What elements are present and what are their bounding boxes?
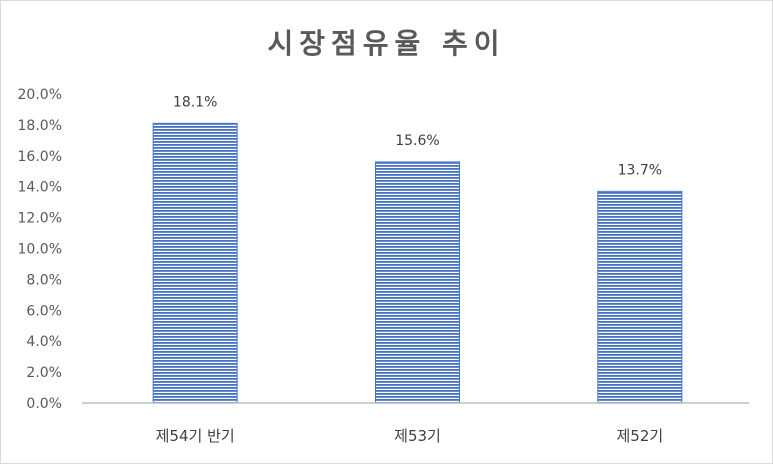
y-tick-label: 12.0% — [18, 211, 62, 227]
bar-value-label: 18.1% — [173, 94, 217, 110]
data-labels: 18.1% 15.6% 13.7% — [173, 94, 662, 178]
category-labels: 제54기 반기 제53기 제52기 — [156, 427, 664, 445]
y-tick-label: 10.0% — [18, 242, 62, 258]
y-tick-label: 14.0% — [18, 180, 62, 196]
y-tick-label: 2.0% — [26, 365, 62, 381]
category-label: 제52기 — [616, 427, 663, 445]
bar-value-label: 13.7% — [618, 162, 662, 178]
y-axis-ticks: 0.0% 2.0% 4.0% 6.0% 8.0% 10.0% 12.0% 14.0% 16.0%… — [18, 87, 62, 412]
y-tick-label: 8.0% — [26, 272, 62, 288]
y-tick-label: 0.0% — [26, 396, 62, 412]
chart-title: 시장점유율 추이 — [267, 27, 506, 60]
bar — [375, 161, 460, 404]
category-label: 제53기 — [394, 427, 441, 445]
y-tick-label: 6.0% — [26, 303, 62, 319]
y-tick-label: 20.0% — [18, 87, 62, 103]
y-tick-label: 18.0% — [18, 118, 62, 134]
bar-value-label: 15.6% — [395, 133, 439, 149]
y-tick-label: 4.0% — [26, 334, 62, 350]
bar — [597, 190, 683, 404]
bar — [152, 122, 238, 404]
bars — [152, 122, 683, 404]
category-label: 제54기 반기 — [156, 427, 235, 445]
y-tick-label: 16.0% — [18, 149, 62, 165]
